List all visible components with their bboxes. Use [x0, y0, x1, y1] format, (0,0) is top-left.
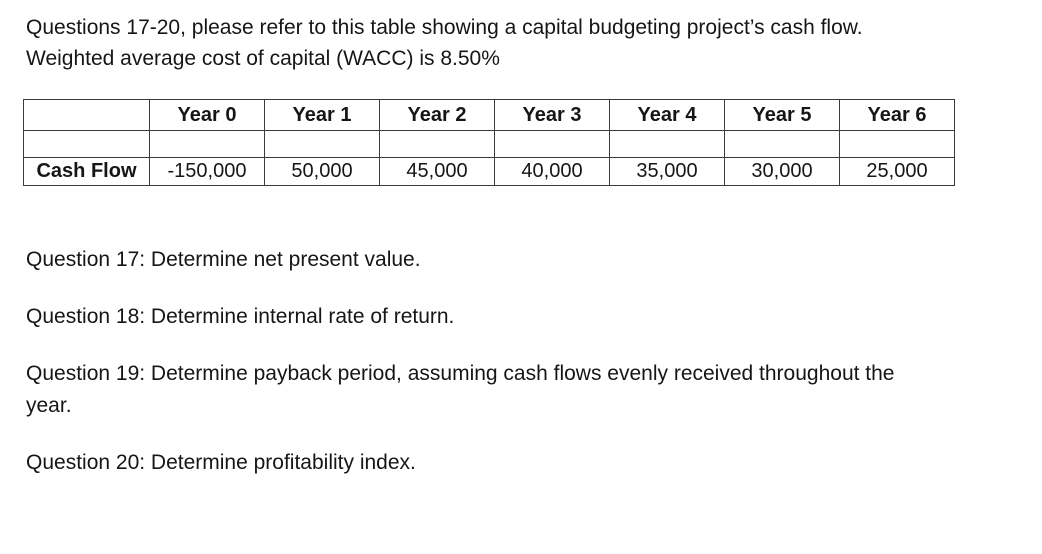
- table-header-cell-year2: Year 2: [379, 99, 495, 131]
- table-header-cell-blank: [23, 99, 150, 131]
- table-empty-row: [23, 130, 955, 158]
- table-cell: [839, 130, 955, 158]
- question-19: Question 19: Determine payback period, a…: [26, 358, 1012, 422]
- cashflow-table: Year 0 Year 1 Year 2 Year 3 Year 4 Year …: [23, 99, 955, 186]
- table-header-cell-year1: Year 1: [264, 99, 380, 131]
- table-cell: [149, 130, 265, 158]
- table-header-cell-year3: Year 3: [494, 99, 610, 131]
- table-cell: [724, 130, 840, 158]
- cashflow-value-year4: 35,000: [609, 157, 725, 186]
- table-cell: [494, 130, 610, 158]
- table-header-cell-year5: Year 5: [724, 99, 840, 131]
- intro-line-2: Weighted average cost of capital (WACC) …: [26, 47, 500, 70]
- table-header-cell-year0: Year 0: [149, 99, 265, 131]
- question-18-text: Question 18: Determine internal rate of …: [26, 305, 455, 328]
- question-19-text-line-2: year.: [26, 394, 72, 417]
- cashflow-value-year2: 45,000: [379, 157, 495, 186]
- intro-text: Questions 17-20, please refer to this ta…: [26, 12, 1012, 74]
- table-cashflow-row: Cash Flow -150,000 50,000 45,000 40,000 …: [23, 157, 955, 186]
- cashflow-value-year1: 50,000: [264, 157, 380, 186]
- cashflow-value-year5: 30,000: [724, 157, 840, 186]
- question-17: Question 17: Determine net present value…: [26, 244, 1012, 276]
- table-header-row: Year 0 Year 1 Year 2 Year 3 Year 4 Year …: [23, 99, 955, 131]
- table-cell: [609, 130, 725, 158]
- table-cell: [264, 130, 380, 158]
- question-19-text-line-1: Question 19: Determine payback period, a…: [26, 362, 895, 385]
- questions-section: Question 17: Determine net present value…: [26, 244, 1012, 479]
- cashflow-value-year6: 25,000: [839, 157, 955, 186]
- question-17-text: Question 17: Determine net present value…: [26, 248, 421, 271]
- cashflow-value-year3: 40,000: [494, 157, 610, 186]
- question-20: Question 20: Determine profitability ind…: [26, 447, 1012, 479]
- cashflow-value-year0: -150,000: [149, 157, 265, 186]
- table-header-cell-year4: Year 4: [609, 99, 725, 131]
- cashflow-row-label: Cash Flow: [23, 157, 150, 186]
- table-cell: [379, 130, 495, 158]
- question-18: Question 18: Determine internal rate of …: [26, 301, 1012, 333]
- question-20-text: Question 20: Determine profitability ind…: [26, 451, 416, 474]
- intro-line-1: Questions 17-20, please refer to this ta…: [26, 16, 863, 39]
- table-header-cell-year6: Year 6: [839, 99, 955, 131]
- table-cell: [23, 130, 150, 158]
